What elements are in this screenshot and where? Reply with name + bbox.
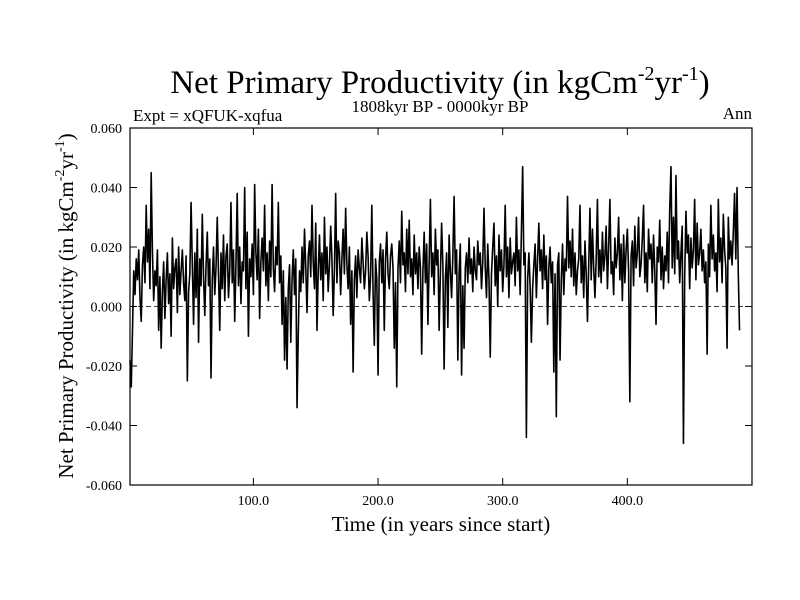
- y-tick-label: 0.020: [91, 241, 123, 256]
- x-axis-label: Time (in years since start): [332, 512, 551, 536]
- y-tick-label: -0.020: [86, 360, 122, 375]
- y-axis-label: Net Primary Productivity (in kgCm-2yr-1): [53, 133, 78, 478]
- x-tick-label: 100.0: [238, 494, 270, 509]
- y-tick-label: -0.040: [86, 420, 122, 435]
- period-label: 1808kyr BP - 0000kyr BP: [352, 97, 529, 116]
- npp-series-line: [129, 165, 741, 445]
- y-tick-label: 0.060: [91, 122, 123, 137]
- x-tick-label: 200.0: [362, 494, 394, 509]
- chart-title: Net Primary Productivity (in kgCm-2yr-1): [170, 63, 709, 101]
- x-tick-label: 300.0: [487, 494, 519, 509]
- x-tick-label: 400.0: [612, 494, 644, 509]
- y-tick-label: 0.040: [91, 182, 123, 197]
- x-axis-ticks: 100.0 200.0 300.0 400.0: [238, 128, 643, 509]
- experiment-label: Expt = xQFUK-xqfua: [133, 106, 283, 125]
- season-label: Ann: [723, 104, 753, 123]
- y-axis-ticks: -0.060 -0.040 -0.020 0.000 0.020 0.040 0.060: [86, 122, 752, 494]
- y-tick-label: 0.000: [91, 301, 123, 316]
- y-tick-label: -0.060: [86, 479, 122, 494]
